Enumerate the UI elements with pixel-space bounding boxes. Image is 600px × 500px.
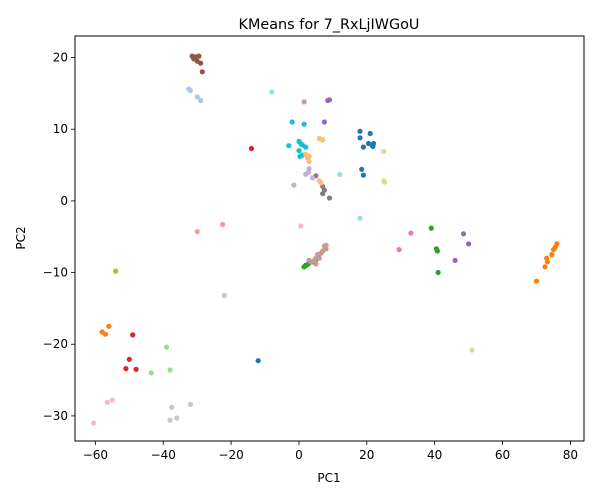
x-tick-label: 20 <box>359 448 374 462</box>
cluster-11-point-1 <box>320 137 326 143</box>
cluster-18-point-2 <box>381 179 388 185</box>
cluster-10-point-3 <box>198 97 204 104</box>
cluster-1-point-7 <box>533 278 540 284</box>
y-axis: −30 −20 −10 0 10 20 <box>43 51 75 423</box>
x-tick-label: 0 <box>295 448 303 462</box>
cluster-19-point-1 <box>337 171 343 177</box>
cluster-1-point-5 <box>544 259 551 265</box>
x-tick-label: −20 <box>218 448 243 462</box>
cluster-6-point-1 <box>396 247 402 253</box>
cluster-0-point-7 <box>360 144 366 150</box>
cluster-12-point-1 <box>167 367 173 373</box>
cluster-3-point-2 <box>126 356 132 362</box>
cluster-1-point-9 <box>102 331 109 337</box>
cluster-9-point-5 <box>303 144 309 150</box>
cluster-15-point-12 <box>306 257 312 263</box>
x-tick-label: 40 <box>427 448 442 462</box>
cluster-4-point-5 <box>452 257 458 263</box>
y-tick-label: 10 <box>53 122 68 136</box>
cluster-12-point-2 <box>148 370 154 376</box>
cluster-15-point-13 <box>313 261 319 267</box>
points-layer <box>91 53 560 426</box>
cluster-2-point-6 <box>428 225 434 231</box>
cluster-15-point-0 <box>301 99 307 105</box>
cluster-8-point-0 <box>113 268 119 274</box>
cluster-16-point-3 <box>91 420 97 426</box>
cluster-3-point-1 <box>130 332 136 338</box>
plot-frame <box>74 35 585 442</box>
cluster-1-point-3 <box>549 252 555 258</box>
cluster-10-point-2 <box>194 94 200 100</box>
cluster-15-point-2 <box>323 242 329 248</box>
cluster-5-point-6 <box>199 69 205 75</box>
cluster-16-point-1 <box>104 399 110 405</box>
cluster-4-point-4 <box>466 241 472 247</box>
cluster-0-point-10 <box>255 358 261 364</box>
cluster-18-point-3 <box>469 347 475 353</box>
cluster-2-point-9 <box>435 269 441 276</box>
cluster-13-point-0 <box>220 221 226 228</box>
cluster-17-point-0 <box>221 292 227 299</box>
cluster-0-point-1 <box>357 135 363 141</box>
cluster-1-point-2 <box>550 247 557 253</box>
cluster-9-point-7 <box>296 148 302 154</box>
cluster-5-point-5 <box>198 60 204 66</box>
cluster-9-point-1 <box>301 121 307 127</box>
cluster-1-point-6 <box>542 264 548 270</box>
y-tick-label: 20 <box>53 51 68 65</box>
cluster-6-point-0 <box>408 230 414 236</box>
cluster-10-point-1 <box>187 87 193 94</box>
y-tick-label: −10 <box>43 266 68 280</box>
cluster-7-point-4 <box>326 195 333 201</box>
x-tick-label: 60 <box>495 448 510 462</box>
cluster-0-point-8 <box>359 166 365 172</box>
cluster-12-point-0 <box>164 344 170 350</box>
cluster-16-point-2 <box>109 397 115 403</box>
cluster-11-point-7 <box>318 180 324 186</box>
y-tick-label: −30 <box>43 409 68 423</box>
cluster-14-point-0 <box>291 182 297 188</box>
chart-title: KMeans for 7_RxLjIWGoU <box>239 17 420 33</box>
cluster-0-point-6 <box>370 143 376 149</box>
cluster-17-point-1 <box>169 404 175 410</box>
cluster-0-point-9 <box>360 172 366 178</box>
cluster-14-point-4 <box>305 169 312 175</box>
cluster-9-point-0 <box>289 119 295 125</box>
cluster-19-point-2 <box>357 215 363 221</box>
cluster-4-point-1 <box>326 97 333 103</box>
cluster-7-point-3 <box>320 191 326 197</box>
cluster-19-point-0 <box>269 89 275 95</box>
y-tick-label: 0 <box>60 194 68 208</box>
cluster-3-point-4 <box>133 366 139 372</box>
x-tick-label: 80 <box>563 448 578 462</box>
cluster-17-point-3 <box>174 415 180 421</box>
cluster-13-point-1 <box>194 229 200 235</box>
x-tick-label: −60 <box>83 448 108 462</box>
cluster-16-point-0 <box>298 223 304 229</box>
cluster-2-point-8 <box>434 248 440 254</box>
cluster-18-point-0 <box>381 148 387 154</box>
cluster-9-point-6 <box>286 143 292 149</box>
cluster-0-point-2 <box>367 130 373 137</box>
cluster-1-point-10 <box>106 323 112 329</box>
y-tick-label: −20 <box>43 337 68 351</box>
cluster-17-point-2 <box>187 401 193 407</box>
cluster-5-point-2 <box>196 53 202 59</box>
cluster-3-point-3 <box>123 366 129 372</box>
x-tick-label: −40 <box>151 448 176 462</box>
cluster-4-point-2 <box>321 119 327 125</box>
cluster-11-point-5 <box>306 158 312 164</box>
cluster-15-point-9 <box>316 255 322 261</box>
cluster-14-point-3 <box>309 175 316 181</box>
x-axis: −60 −40 −20 0 20 40 60 80 <box>83 441 578 462</box>
cluster-17-point-4 <box>167 417 173 423</box>
y-axis-label: PC2 <box>14 226 28 249</box>
cluster-4-point-3 <box>460 231 467 237</box>
cluster-3-point-0 <box>248 145 255 152</box>
cluster-0-point-0 <box>357 128 363 134</box>
x-axis-label: PC1 <box>317 471 340 485</box>
